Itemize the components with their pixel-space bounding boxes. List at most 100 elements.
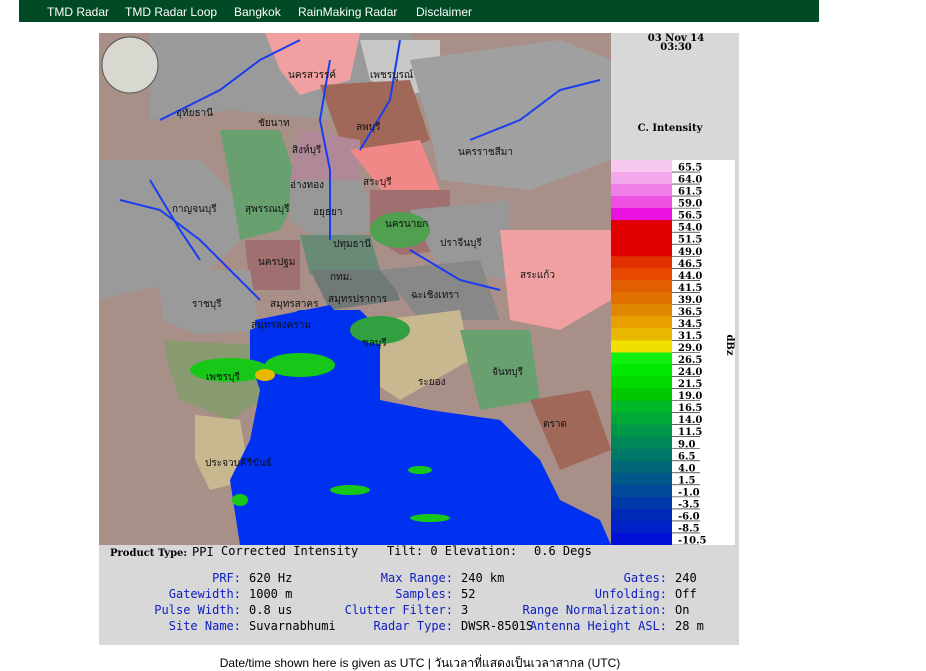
map-label: กาญจนบุรี bbox=[172, 203, 217, 215]
scale-label: 31.5 bbox=[678, 331, 702, 342]
scale-label: 29.0 bbox=[678, 343, 702, 354]
map-label: นครราชสีมา bbox=[458, 146, 513, 158]
scale-label: 19.0 bbox=[678, 391, 702, 402]
scale-title: C. Intensity bbox=[638, 123, 704, 134]
elevation: 0.6 Degs bbox=[534, 544, 592, 558]
scale-swatch bbox=[611, 328, 672, 341]
map-label: จันทบุรี bbox=[492, 366, 524, 378]
field-value: 240 km bbox=[461, 571, 504, 585]
map-label: นครสวรรค์ bbox=[288, 69, 336, 81]
field-label: PRF: bbox=[212, 571, 241, 585]
map-label: ปทุมธานี bbox=[333, 238, 371, 250]
scale-swatch bbox=[611, 388, 672, 402]
scale-swatch bbox=[611, 448, 672, 462]
scale-swatch bbox=[611, 220, 672, 233]
nav-link[interactable]: RainMaking Radar bbox=[298, 5, 397, 19]
scale-label: 65.5 bbox=[678, 163, 702, 174]
field-value: DWSR-8501S bbox=[461, 619, 533, 633]
scale-swatch bbox=[611, 424, 672, 438]
scale-swatch bbox=[611, 292, 672, 305]
field-value: 620 Hz bbox=[249, 571, 292, 585]
scale-label: 11.5 bbox=[678, 427, 702, 438]
scale-label: 21.5 bbox=[678, 379, 702, 390]
scale-label: -8.5 bbox=[678, 523, 700, 534]
scale-label: 59.0 bbox=[678, 199, 702, 210]
scale-label: 44.0 bbox=[678, 271, 702, 282]
map-label: สระบุรี bbox=[363, 176, 392, 188]
tilt: Tilt: 0 Elevation: bbox=[387, 544, 517, 558]
map-label: อยุธยา bbox=[313, 207, 342, 218]
scale-swatch bbox=[611, 268, 672, 281]
nav: TMD Radar TMD Radar Loop Bangkok RainMaking… bbox=[47, 5, 472, 19]
field-value: Suvarnabhumi bbox=[249, 619, 336, 633]
scale-label: 64.0 bbox=[678, 175, 702, 186]
map-label: สุพรรณบุรี bbox=[245, 203, 290, 215]
footer: Date/time shown here is given as UTC | ว… bbox=[220, 654, 621, 670]
scale-label: 14.0 bbox=[678, 415, 702, 426]
field-value: 1000 m bbox=[249, 587, 292, 601]
scale-swatch bbox=[611, 184, 672, 197]
scale-swatch bbox=[611, 280, 672, 293]
map-label: ประจวบคีรีขันธ์ bbox=[205, 457, 272, 469]
nav-link[interactable]: TMD Radar bbox=[47, 5, 109, 19]
map-label: กทม. bbox=[330, 272, 352, 283]
scale-swatch bbox=[611, 232, 672, 245]
scale-swatch bbox=[611, 160, 672, 173]
scale-label: -10.5 bbox=[678, 536, 707, 547]
scale-swatch bbox=[611, 520, 672, 534]
scale-swatch bbox=[611, 484, 672, 498]
field-label: Gates: bbox=[624, 571, 667, 585]
scale-swatch bbox=[611, 364, 672, 378]
map-label: นครนายก bbox=[385, 219, 428, 230]
field-value: 0.8 us bbox=[249, 603, 292, 617]
scale-label: 61.5 bbox=[678, 187, 702, 198]
scale-label: 6.5 bbox=[678, 451, 695, 462]
scale-swatch bbox=[611, 436, 672, 450]
scale-swatch bbox=[611, 376, 672, 390]
scale-swatch bbox=[611, 172, 672, 185]
map-label: ราชบุรี bbox=[192, 298, 222, 310]
scale-swatch bbox=[611, 352, 672, 366]
field-value: 240 bbox=[675, 571, 697, 585]
scale-label: 9.0 bbox=[678, 439, 695, 450]
scale-label: 4.0 bbox=[678, 463, 695, 474]
nav-link[interactable]: Disclaimer bbox=[416, 5, 472, 19]
field-label: Site Name: bbox=[169, 619, 241, 633]
scale-swatch bbox=[611, 400, 672, 414]
map-label: ระยอง bbox=[418, 377, 446, 388]
time: 03:30 bbox=[660, 42, 692, 53]
map-label: สมุทรปราการ bbox=[328, 294, 388, 305]
map-label: เพชรบูรณ์ bbox=[370, 69, 413, 81]
field-value: 3 bbox=[461, 603, 468, 617]
product-type-label: Product Type: bbox=[110, 548, 187, 559]
field-value: 28 m bbox=[675, 619, 704, 633]
scale-label: 54.0 bbox=[678, 223, 702, 234]
scale-label: 34.5 bbox=[678, 319, 702, 330]
map-label: อุทัยธานี bbox=[176, 107, 213, 119]
scale-label: -6.0 bbox=[678, 511, 700, 522]
field-label: Samples: bbox=[395, 587, 453, 601]
map-label: ชัยนาท bbox=[258, 118, 290, 129]
scale-swatch bbox=[611, 340, 672, 353]
scale-label: -3.5 bbox=[678, 499, 700, 510]
scale-swatch bbox=[611, 256, 672, 269]
field-label: Unfolding: bbox=[595, 587, 667, 601]
field-label: Antenna Height ASL: bbox=[530, 619, 667, 633]
nav-link[interactable]: TMD Radar Loop bbox=[125, 5, 217, 19]
fields: PRF: 620 Hz Max Range: 240 km Gates: 240 Gatew… bbox=[154, 571, 704, 633]
scale-label: 1.5 bbox=[678, 475, 695, 486]
map-label: เพชรบุรี bbox=[206, 371, 241, 383]
map-label: นครปฐม bbox=[258, 257, 295, 268]
scale-label: 16.5 bbox=[678, 403, 702, 414]
field-label: Pulse Width: bbox=[154, 603, 241, 617]
scale-swatch bbox=[611, 496, 672, 510]
map-label: ปราจีนบุรี bbox=[440, 237, 482, 249]
scale-label: 56.5 bbox=[678, 211, 702, 222]
scale-label: 51.5 bbox=[678, 235, 702, 246]
map-label: สมุทรสงคราม bbox=[251, 320, 311, 331]
nav-link[interactable]: Bangkok bbox=[234, 5, 282, 19]
map-label: สมุทรสาคร bbox=[270, 299, 319, 310]
field-label: Max Range: bbox=[381, 571, 453, 585]
